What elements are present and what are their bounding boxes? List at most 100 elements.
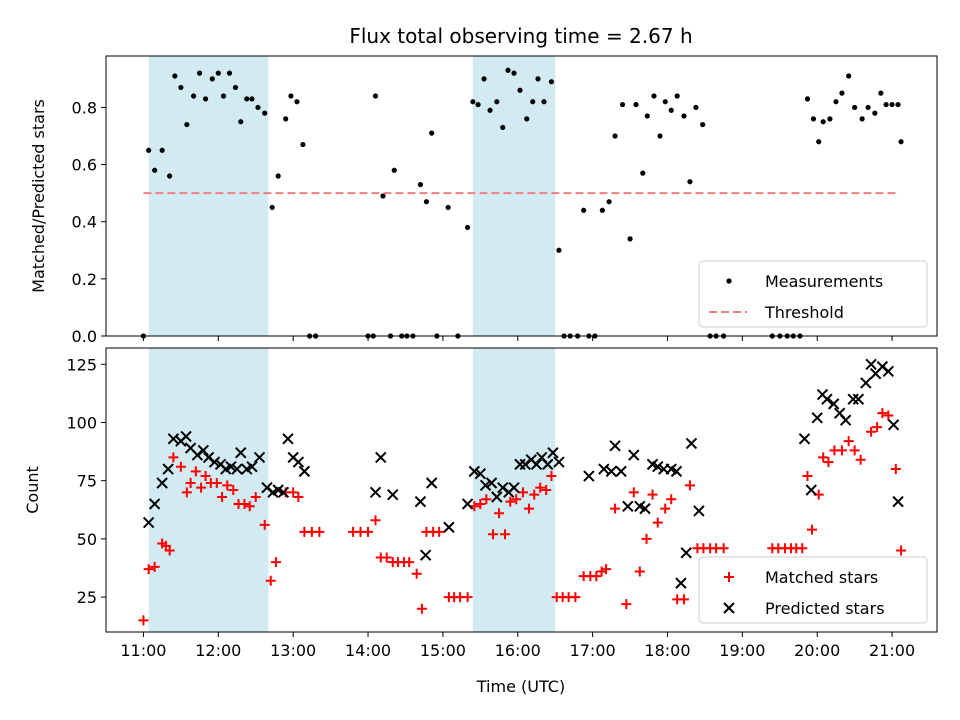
legend-label: Matched stars [765, 568, 878, 587]
top-data-point [159, 147, 165, 153]
bottom-data-point [628, 449, 640, 461]
bottom-data-point [883, 410, 894, 421]
bottom-data-point [491, 491, 503, 503]
top-data-point [852, 104, 858, 111]
top-data-point [859, 116, 865, 122]
bottom-data-point [314, 526, 325, 537]
top-data-point [391, 167, 397, 173]
chart-title: Flux total observing time = 2.67 h [349, 24, 692, 48]
top-y-tick-label: 0.0 [72, 327, 97, 346]
bottom-data-point [836, 445, 847, 456]
bottom-y-tick-label: 100 [66, 413, 97, 432]
top-data-point [883, 101, 889, 108]
top-data-point [294, 99, 300, 105]
bottom-data-point [217, 491, 228, 502]
bottom-data-point [798, 433, 811, 445]
top-legend: Measurements Threshold [698, 260, 928, 328]
bottom-data-point [231, 463, 243, 475]
bottom-data-point [652, 517, 663, 528]
bottom-data-point [164, 545, 175, 556]
bottom-data-point [414, 495, 427, 508]
x-tick-label: 18:00 [644, 641, 690, 660]
bottom-shaded-interval [148, 348, 269, 632]
top-data-point [255, 104, 261, 111]
x-tick-label: 16:00 [495, 641, 541, 660]
top-data-point [167, 173, 173, 179]
bottom-data-point [222, 480, 233, 491]
bottom-data-point [508, 481, 520, 494]
x-tick-label: 12:00 [195, 641, 241, 660]
top-axes-frame [105, 55, 938, 337]
bottom-data-point [479, 479, 492, 492]
top-data-point [541, 99, 547, 105]
bottom-data-point [481, 494, 492, 505]
bottom-series-predicted-stars [142, 358, 904, 589]
bottom-data-point [666, 494, 677, 505]
top-data-point [244, 96, 250, 102]
top-y-tick-label: 0.8 [72, 98, 97, 117]
top-data-point [475, 101, 481, 108]
bottom-data-point [461, 498, 474, 510]
bottom-data-point [149, 561, 160, 572]
bottom-y-tick-label: 25 [77, 588, 97, 607]
bottom-data-point [474, 467, 487, 480]
bottom-data-point [591, 571, 602, 582]
bottom-data-point [298, 465, 311, 478]
bottom-data-point [872, 422, 883, 433]
bottom-data-point [211, 478, 222, 489]
bottom-data-point [208, 456, 221, 468]
bottom-data-point [541, 458, 554, 471]
bottom-data-point [462, 592, 473, 603]
top-data-point [612, 133, 618, 139]
top-data-point [872, 110, 878, 116]
bottom-data-point [181, 487, 192, 498]
bottom-data-point [860, 377, 872, 389]
bottom-data-point [411, 568, 422, 579]
bottom-data-point [805, 484, 817, 496]
top-data-point [184, 121, 190, 128]
x-tick-label: 20:00 [794, 641, 840, 660]
bottom-data-point [370, 515, 381, 526]
bottom-data-point [270, 557, 281, 568]
top-data-point [606, 199, 612, 205]
bottom-data-point [180, 430, 192, 443]
bottom-data-point [468, 465, 481, 478]
top-data-point [846, 73, 852, 79]
legend-label: Measurements [765, 272, 883, 291]
top-data-point [668, 107, 674, 113]
x-tick-label: 21:00 [869, 641, 915, 660]
top-data-point [657, 133, 663, 139]
bottom-data-point [381, 552, 392, 563]
bottom-data-point [375, 451, 387, 464]
top-data-point [681, 113, 687, 119]
bottom-data-point [628, 487, 639, 498]
bottom-data-point [685, 437, 698, 450]
top-data-point [487, 107, 493, 113]
top-data-point [505, 67, 511, 73]
bottom-data-point [443, 521, 455, 533]
bottom-data-point [896, 545, 907, 556]
top-data-point [644, 113, 650, 119]
bottom-panel: 11:00 12:00 13:00 14:00 15:00 16:00 17:00 18:00… [23, 347, 938, 660]
top-panel: 0.0 0.2 0.4 0.6 0.8 Matched/Predicted stars Me… [29, 55, 938, 346]
bottom-data-point [523, 503, 534, 514]
bottom-data-point [363, 526, 374, 537]
bottom-data-point [416, 603, 427, 614]
bottom-data-point [541, 485, 552, 495]
top-data-point [548, 79, 555, 85]
top-data-point [662, 99, 668, 105]
bottom-data-point [855, 454, 866, 465]
top-data-point [556, 247, 562, 253]
bottom-data-point [843, 436, 854, 447]
top-data-point [693, 104, 699, 111]
top-y-tick-label: 0.6 [72, 156, 97, 175]
bottom-data-point [583, 470, 595, 482]
bottom-data-point [641, 533, 652, 544]
bottom-data-point [610, 503, 621, 514]
bottom-y-tick-label: 75 [77, 472, 97, 491]
bottom-data-point [598, 463, 610, 475]
top-data-point [804, 96, 811, 102]
bottom-data-point [485, 477, 498, 489]
bottom-data-point [175, 461, 186, 472]
bottom-data-point [684, 480, 695, 491]
